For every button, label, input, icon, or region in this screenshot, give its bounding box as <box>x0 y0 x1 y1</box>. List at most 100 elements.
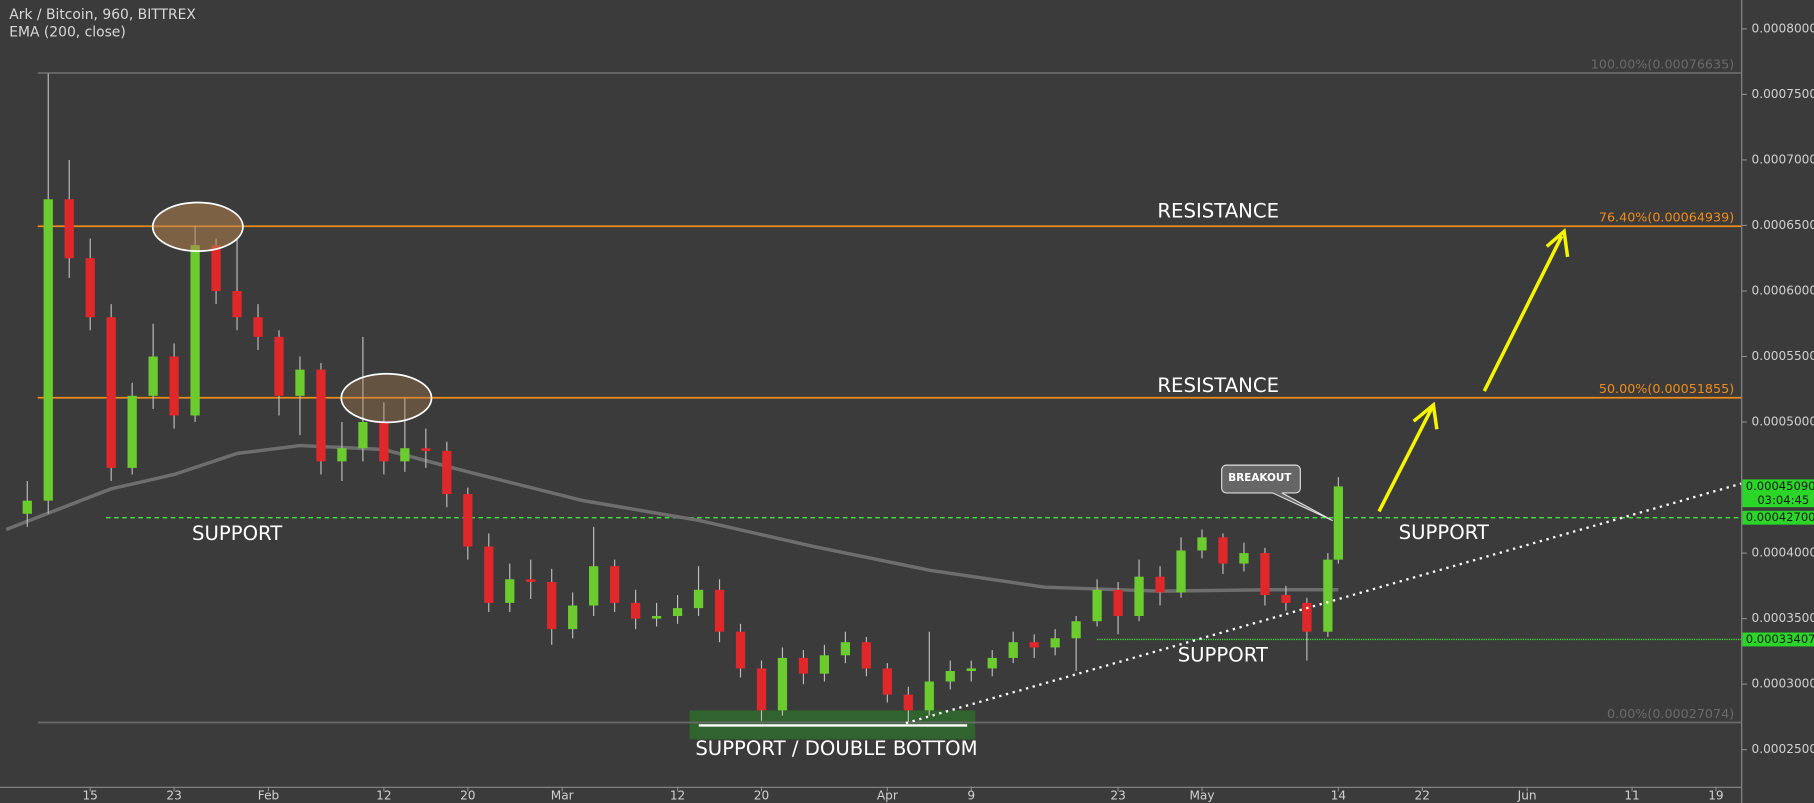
x-tick-label: 23 <box>1110 788 1125 802</box>
candle-body <box>1302 602 1312 632</box>
candle-body <box>547 581 557 630</box>
x-tick-label: 22 <box>1415 788 1430 802</box>
candle-body <box>358 422 368 449</box>
price-tag <box>1742 510 1814 525</box>
x-tick-label: 23 <box>166 788 181 802</box>
trend-line <box>905 482 1742 725</box>
x-tick-label: 20 <box>460 788 475 802</box>
x-tick-label: 11 <box>1624 788 1639 802</box>
candle-body <box>1008 642 1018 658</box>
annotation: SUPPORT / DOUBLE BOTTOM <box>695 737 977 760</box>
y-tick-label: 0.00050000 <box>1752 415 1814 429</box>
countdown-label: 03:04:45 <box>1757 493 1809 507</box>
price-tag-label: 0.00042700 <box>1746 510 1814 524</box>
indicator-label: EMA (200, close) <box>9 24 126 40</box>
price-tag <box>1742 632 1814 647</box>
candle-body <box>589 566 599 606</box>
fib-level-label: 100.00%(0.00076635) <box>1591 56 1734 71</box>
y-tick-label: 0.00065000 <box>1752 218 1814 232</box>
x-tick-label: Mar <box>551 788 574 802</box>
candle-body <box>484 546 494 603</box>
candle-body <box>1323 559 1333 632</box>
breakout-bubble <box>1221 464 1334 522</box>
candle-body <box>148 356 158 396</box>
candle-body <box>421 448 431 451</box>
candle-body <box>1176 550 1186 593</box>
candle-body <box>861 642 871 669</box>
text-layer: 100.00%(0.00076635) 76.40%(0.00064939) 50.… <box>192 56 1734 760</box>
x-tick-label: 20 <box>754 788 769 802</box>
candle-body <box>1239 553 1249 564</box>
y-tick-label: 0.00080000 <box>1752 21 1814 35</box>
candle-body <box>169 356 179 416</box>
annotation: RESISTANCE <box>1157 199 1279 222</box>
candle-body <box>85 258 95 318</box>
arrow-head <box>1412 401 1439 430</box>
candle-body <box>756 668 767 711</box>
arrows <box>1377 228 1570 513</box>
highlight-ellipse <box>151 201 244 252</box>
x-tick-label: 12 <box>376 788 391 802</box>
y-tick-label: 0.00025000 <box>1752 742 1814 756</box>
candle-body <box>987 657 997 669</box>
candle-body <box>714 589 725 632</box>
candle-body <box>379 422 389 462</box>
x-tick-label: 12 <box>670 788 685 802</box>
x-tick-label: Jun <box>1517 788 1537 802</box>
y-tick-label: 0.00030000 <box>1752 677 1814 691</box>
last-price-label: 0.00045090 <box>1746 479 1814 493</box>
candle-body <box>1333 486 1343 560</box>
candle-body <box>211 245 221 291</box>
annotation: SUPPORT <box>1178 644 1269 667</box>
fib-level-label: 50.00%(0.00051855) <box>1599 381 1734 396</box>
y-tick-label: 0.00070000 <box>1752 152 1814 166</box>
y-tick-label: 0.00075000 <box>1752 87 1814 101</box>
candle-body <box>442 450 452 495</box>
candle-body <box>337 448 347 462</box>
last-price-tag <box>1742 479 1814 508</box>
candle-body <box>651 615 662 619</box>
candle-body <box>630 602 641 619</box>
candle-body <box>22 500 32 514</box>
candle-body <box>903 694 913 711</box>
candle-body <box>43 199 53 501</box>
candle-body <box>1050 638 1060 648</box>
y-tick-label: 0.00035000 <box>1752 611 1814 625</box>
candle-body <box>127 395 137 468</box>
candle-body <box>1218 537 1228 564</box>
annotation: SUPPORT <box>192 522 283 545</box>
candle-body <box>819 655 830 674</box>
arrow <box>1377 406 1434 513</box>
candle-body <box>924 681 934 711</box>
x-tick-label: Apr <box>877 788 898 802</box>
candle-body <box>505 579 515 603</box>
candle-body <box>882 668 892 695</box>
candle-body <box>1071 621 1081 639</box>
candle-body <box>316 369 326 462</box>
candle-body <box>1281 595 1291 603</box>
fib-level-label: 76.40%(0.00064939) <box>1599 210 1734 225</box>
x-tick-label: 9 <box>967 788 975 802</box>
candle-body <box>295 369 305 396</box>
candle-body <box>610 566 620 603</box>
candle-body <box>840 642 851 656</box>
candle-body <box>1092 589 1102 622</box>
x-tick-label: Feb <box>258 788 280 802</box>
candle-body <box>400 448 410 462</box>
y-tick-label: 0.00040000 <box>1752 546 1814 560</box>
candle-body <box>798 657 809 674</box>
x-tick-label: 19 <box>1708 788 1723 802</box>
candle-body <box>672 608 683 616</box>
x-tick-label: May <box>1189 788 1214 802</box>
candle-body <box>945 671 955 682</box>
candle-body <box>1155 576 1165 593</box>
candle-body <box>1260 553 1270 596</box>
candle-body <box>693 589 704 609</box>
candle-body <box>106 317 116 468</box>
candle-body <box>64 199 74 259</box>
candle-body <box>735 631 746 669</box>
chart-title: Ark / Bitcoin, 960, BITTREX <box>9 7 196 23</box>
